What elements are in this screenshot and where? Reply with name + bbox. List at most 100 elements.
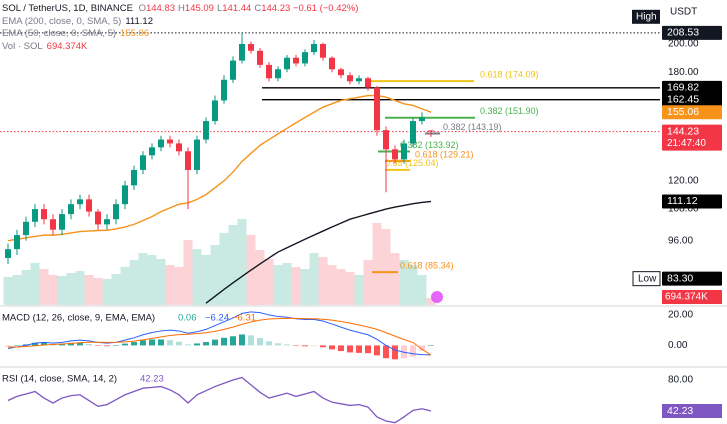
high-box [632,9,660,24]
volume-bar [426,298,436,305]
fib-label: 0.382 (133.92) [400,140,459,150]
candle-body [68,204,74,215]
volume-bar [84,275,94,305]
y-tick-label: 96.00 [668,235,693,246]
indicator-row: EMA (50, close, 0, SMA, 5) 155.06 [2,28,358,41]
volume-bar [165,265,175,305]
macd-histogram-bar [5,345,11,347]
candle-body [50,219,56,230]
volume-bar [3,277,13,305]
candle-body [419,117,425,122]
ohlc-key: C [254,3,262,14]
candle-body [266,64,272,79]
candle-body [248,44,254,51]
macd-histogram-bar [365,345,371,354]
macd-histogram-bar [419,345,425,351]
volume-bar [66,273,76,305]
candle-body [149,147,155,156]
y-tick-label: 200.00 [668,39,699,50]
volume-bar [102,279,112,305]
price-label: 155.06 [667,106,699,118]
macd-histogram-bar [95,345,101,346]
ohlc-key: O [138,3,146,14]
rsi-label: 42.23 [667,405,693,417]
volume-bar [309,253,319,305]
candle-body [275,69,281,79]
indicators: EMA (200, close, 0, SMA, 5) 111.12 EMA (50… [2,16,358,54]
macd-histogram-bar [356,345,362,353]
fib-label: 0.382 (151.90) [480,106,539,116]
volume-bar [300,269,310,305]
macd-histogram-bar [230,336,236,346]
high-label: High [636,11,657,22]
candle-body [167,139,173,144]
volume-bar [192,249,202,305]
low-label: Low [638,273,657,284]
symbol: SOL / TetherUS, 1D, BINANCE [2,3,133,14]
candle-body [257,50,263,65]
candle-body [86,199,92,212]
price-axis [660,0,727,305]
macd-histogram-bar [338,345,344,352]
volume-bar [264,259,274,305]
candle-body [104,219,110,225]
macd-histogram-bar [383,345,389,359]
currency: USDT [670,7,697,18]
candle-body [365,78,371,88]
y-tick-label: 180.00 [668,67,699,78]
candle-body [14,235,20,250]
candle-body [221,79,227,101]
ohlc-key: L [216,3,223,14]
y-tick-label: 20.00 [668,310,693,321]
volume-bar [318,257,328,305]
volume-bar [75,271,85,305]
price-label: 162.45 [667,93,699,105]
candle-body [347,75,353,82]
macd-histogram-bar [257,337,263,346]
macd-histogram-bar [41,342,47,346]
price-label-box [662,124,722,151]
candle-body [176,143,182,152]
volume-bar [291,267,301,305]
volume-bar [201,255,211,305]
volume-bar [39,269,49,305]
volume-bar [255,250,265,305]
low-box [632,271,661,287]
macd-readout: −6.31 [232,313,256,324]
candle-body [401,143,407,160]
macd-histogram-bar [320,345,326,348]
macd-histogram-bar [185,344,191,346]
candle-body [230,60,236,80]
macd-histogram-bar [122,343,128,346]
rsi-title: RSI (14, close, SMA, 14, 2) [2,374,117,385]
fib-label: 0.618 (85.34) [400,261,454,271]
ohlc-value: 144.23 [261,3,291,14]
volume-bar [345,272,355,305]
macd-histogram-bar [131,342,137,346]
ema-line [205,200,432,304]
price-label-box [662,194,722,209]
price-label-box [662,271,722,286]
volume-bar [282,263,292,305]
macd-histogram-bar [176,341,182,346]
macd-histogram-bar [212,339,218,346]
volume-bar [147,255,157,305]
ohlc-value: 145.09 [184,3,214,14]
candle-body [356,78,362,82]
volume-bar [372,223,382,305]
y-tick-label: 80.00 [668,375,693,386]
volume-bar [12,275,22,305]
volume-bar [381,229,391,305]
macd-histogram-bar [275,343,281,346]
fib-label: 0.382 (143.19) [443,122,502,132]
macd-histogram-bar [374,345,380,356]
indicator-name: Vol · SOL [2,40,43,52]
macd-histogram-bar [86,344,92,346]
macd-axis [660,307,727,366]
price-label-box [662,80,722,95]
price-label: 169.82 [667,82,699,94]
macd-histogram-bar [158,339,164,346]
volume-bar [363,260,373,305]
